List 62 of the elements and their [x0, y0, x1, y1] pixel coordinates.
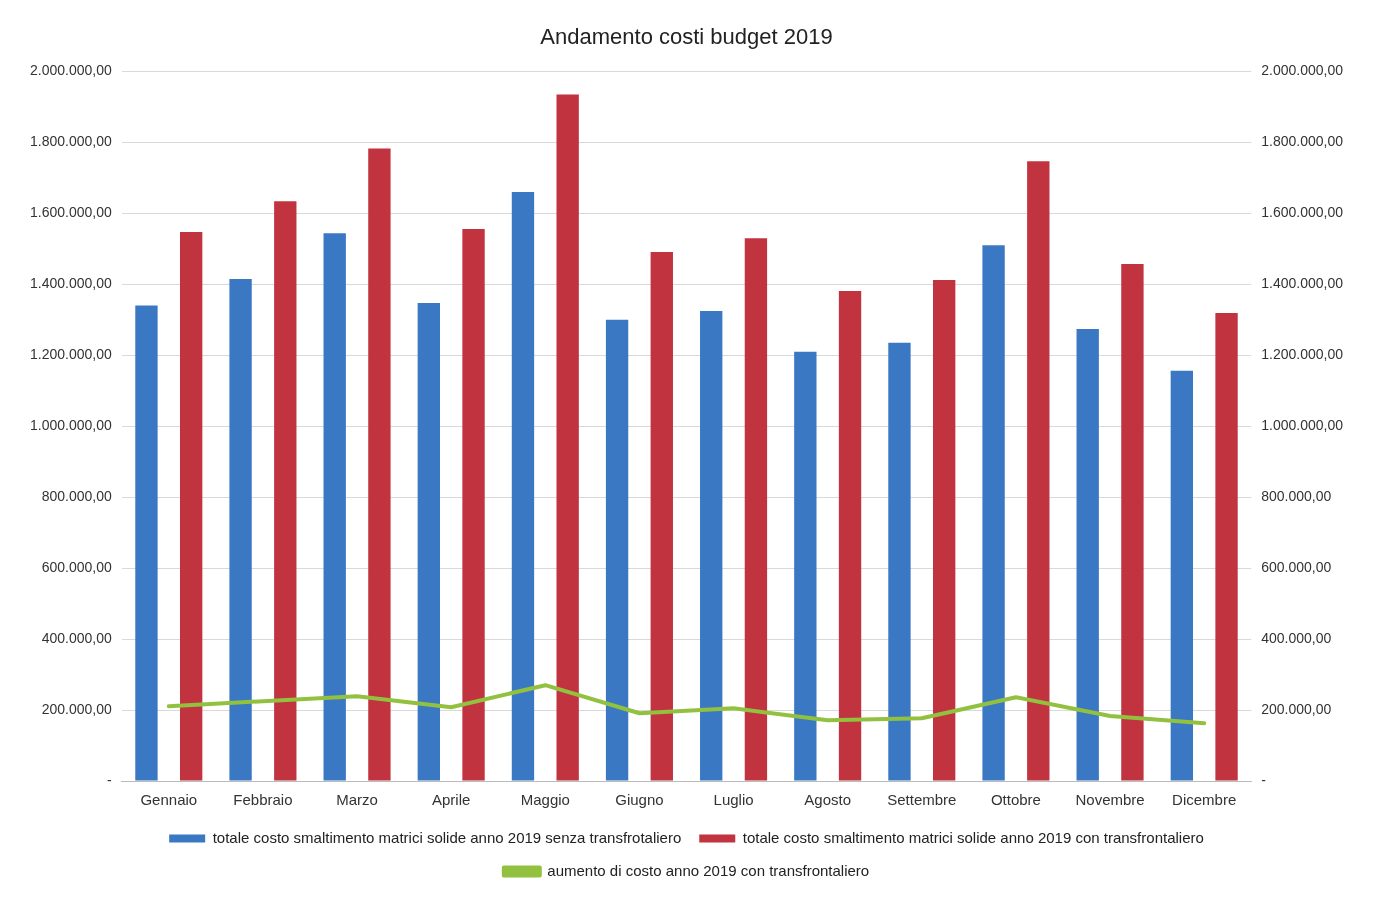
bar	[462, 228, 485, 781]
x-tick-label: Giugno	[615, 791, 664, 809]
x-tick-label: Novembre	[1075, 791, 1145, 809]
x-tick-label: Ottobre	[990, 791, 1041, 809]
y2-tick-label: 1.800.000,00	[1261, 133, 1344, 150]
bar	[1027, 161, 1050, 781]
bar	[179, 232, 203, 781]
bar	[556, 94, 579, 781]
bar	[744, 238, 768, 781]
x-tick-label: Gennaio	[140, 791, 198, 809]
y2-tick-label: 1.400.000,00	[1261, 275, 1344, 292]
y-tick-label: 1.600.000,00	[29, 204, 112, 221]
y2-tick-label: 400.000,00	[1261, 629, 1332, 646]
bar	[274, 201, 297, 781]
bar	[605, 319, 629, 781]
bar	[1170, 370, 1194, 781]
x-tick-label: Maggio	[520, 791, 570, 809]
x-tick-label: Dicembre	[1172, 791, 1237, 809]
bar	[1076, 328, 1099, 781]
bar	[650, 251, 673, 781]
bar	[794, 351, 817, 781]
y-tick-label: 1.000.000,00	[29, 417, 112, 434]
bar	[838, 291, 862, 781]
legend-label: totale costo smaltimento matrici solide anno 2019 con transfrontaliero	[742, 828, 1204, 846]
bar	[368, 148, 391, 781]
x-tick-label: Febbraio	[233, 791, 293, 809]
x-tick-label: Aprile	[432, 791, 471, 809]
y2-tick-label: -	[1261, 771, 1267, 788]
y2-tick-label: 800.000,00	[1261, 488, 1332, 505]
legend-label: aumento di costo anno 2019 con transfrontaliero	[547, 861, 870, 879]
legend-label: totale costo smaltimento matrici solide anno 2019 senza transfrotaliero	[212, 828, 682, 846]
bar	[982, 245, 1005, 781]
y-tick-label: 1.800.000,00	[29, 133, 112, 150]
y2-tick-label: 1.200.000,00	[1261, 346, 1344, 363]
y-tick-label: 200.000,00	[41, 700, 112, 717]
bar	[1121, 264, 1144, 781]
y-tick-label: 1.200.000,00	[29, 346, 112, 363]
bar	[511, 192, 535, 781]
y-tick-label: 400.000,00	[41, 629, 112, 646]
x-tick-label: Marzo	[336, 791, 378, 809]
y2-tick-label: 600.000,00	[1261, 558, 1332, 575]
y2-tick-label: 200.000,00	[1261, 700, 1332, 717]
x-tick-label: Agosto	[804, 791, 852, 809]
y2-tick-label: 2.000.000,00	[1261, 62, 1344, 79]
x-tick-label: Luglio	[713, 791, 754, 809]
y-tick-label: 2.000.000,00	[29, 62, 112, 79]
y2-tick-label: 1.000.000,00	[1261, 417, 1344, 434]
bar	[229, 278, 252, 781]
bar	[888, 342, 911, 781]
y-tick-label: 800.000,00	[41, 488, 112, 505]
bar	[135, 305, 158, 781]
bar	[323, 233, 346, 781]
y-tick-label: 600.000,00	[41, 558, 112, 575]
bar	[700, 310, 723, 781]
bar	[932, 280, 956, 781]
bar	[1215, 313, 1238, 781]
x-tick-label: Settembre	[887, 791, 957, 809]
bar	[417, 303, 441, 781]
y-tick-label: -	[107, 771, 113, 788]
y-tick-label: 1.400.000,00	[29, 275, 112, 292]
y2-tick-label: 1.600.000,00	[1261, 204, 1344, 221]
chart-title: Andamento costi budget 2019	[540, 24, 833, 50]
